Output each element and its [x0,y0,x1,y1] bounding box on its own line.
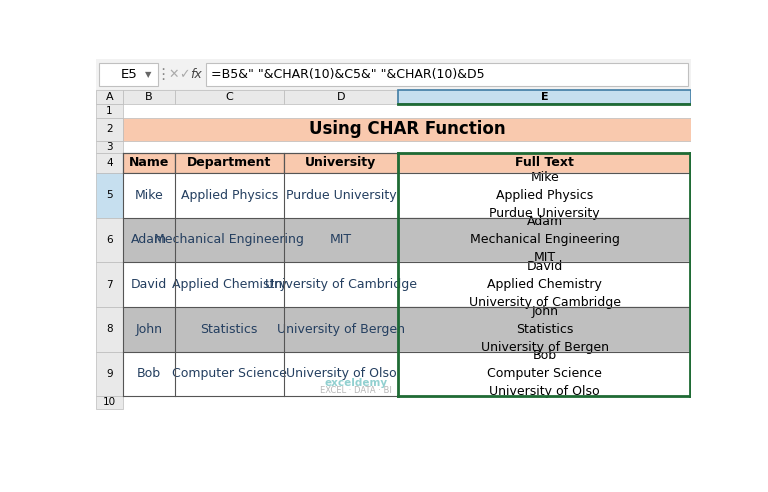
Bar [96,153,123,173]
Text: Bob
Computer Science
University of Olso: Bob Computer Science University of Olso [487,349,602,399]
Bar [123,90,175,104]
Bar [399,307,691,352]
Text: Using CHAR Function: Using CHAR Function [309,120,505,138]
Text: 4: 4 [106,158,113,168]
Bar [399,352,691,396]
Bar [399,262,691,307]
Bar [283,217,399,262]
Bar [175,262,283,307]
Text: E: E [541,92,548,102]
Text: Computer Science: Computer Science [172,368,286,380]
Text: C: C [226,92,233,102]
Text: 3: 3 [106,142,113,152]
Bar [96,217,123,262]
Text: =B5&" "&CHAR(10)&C5&" "&CHAR(10)&D5: =B5&" "&CHAR(10)&C5&" "&CHAR(10)&D5 [210,68,485,81]
Bar [283,90,399,104]
Text: fx: fx [190,68,202,81]
Text: E5: E5 [121,68,137,81]
Bar [206,63,688,86]
Bar [96,118,123,141]
Text: D: D [336,92,345,102]
Text: Department: Department [187,156,271,169]
Text: John
Statistics
University of Bergen: John Statistics University of Bergen [481,305,609,354]
Text: ▼: ▼ [145,70,152,79]
Bar [175,307,283,352]
Text: 5: 5 [106,190,113,200]
Text: University of Cambridge: University of Cambridge [265,278,417,291]
Bar [283,352,399,396]
Text: 2: 2 [106,124,113,134]
Text: John: John [136,323,163,336]
Text: University of Bergen: University of Bergen [277,323,405,336]
Text: ✕: ✕ [168,68,179,81]
Text: 7: 7 [106,279,113,290]
Bar [399,90,691,104]
Text: EXCEL · DATA · BI: EXCEL · DATA · BI [320,386,392,395]
Text: ⋮: ⋮ [155,67,170,82]
Text: 6: 6 [106,235,113,245]
Bar [96,59,691,90]
Text: Applied Chemistry: Applied Chemistry [172,278,286,291]
Text: Purdue University: Purdue University [286,189,396,202]
Bar [399,153,691,173]
Text: David: David [131,278,167,291]
Text: David
Applied Chemistry
University of Cambridge: David Applied Chemistry University of Ca… [468,260,621,309]
Bar [283,262,399,307]
Bar [283,173,399,217]
Text: 9: 9 [106,369,113,379]
Text: MIT: MIT [329,234,352,246]
Text: Applied Physics: Applied Physics [180,189,278,202]
Bar [96,90,123,104]
Text: Name: Name [129,156,169,169]
Bar [96,352,123,396]
Bar [175,173,283,217]
Bar [175,217,283,262]
Bar [123,153,175,173]
Bar [96,141,123,153]
Text: Mike
Applied Physics
Purdue University: Mike Applied Physics Purdue University [489,171,600,220]
Text: Statistics: Statistics [200,323,258,336]
Bar [283,307,399,352]
Bar [399,217,691,262]
Text: ✓: ✓ [179,68,190,81]
Text: Mike: Mike [134,189,164,202]
Bar [123,104,691,409]
Bar [123,173,175,217]
Bar [175,153,283,173]
Bar [175,90,283,104]
Bar [99,63,158,86]
Text: Adam
Mechanical Engineering
MIT: Adam Mechanical Engineering MIT [470,215,620,265]
Bar [96,173,123,217]
Bar [123,352,175,396]
Text: 8: 8 [106,324,113,334]
Bar [96,104,123,118]
Bar [399,173,691,217]
Text: A: A [106,92,114,102]
Text: 10: 10 [103,398,116,407]
Text: University of Olso: University of Olso [286,368,396,380]
Bar [175,352,283,396]
Text: Bob: Bob [137,368,161,380]
Bar [96,90,691,104]
Text: exceldemy: exceldemy [325,378,388,388]
Bar [123,217,175,262]
Bar [96,262,123,307]
Bar [123,118,691,141]
Text: B: B [145,92,153,102]
Bar [96,307,123,352]
Text: Adam: Adam [131,234,167,246]
Bar [283,153,399,173]
Text: Full Text: Full Text [515,156,574,169]
Text: University: University [305,156,376,169]
Bar [123,262,175,307]
Text: Mechanical Engineering: Mechanical Engineering [154,234,304,246]
Text: 1: 1 [106,106,113,116]
Bar [123,307,175,352]
Bar [96,396,123,409]
